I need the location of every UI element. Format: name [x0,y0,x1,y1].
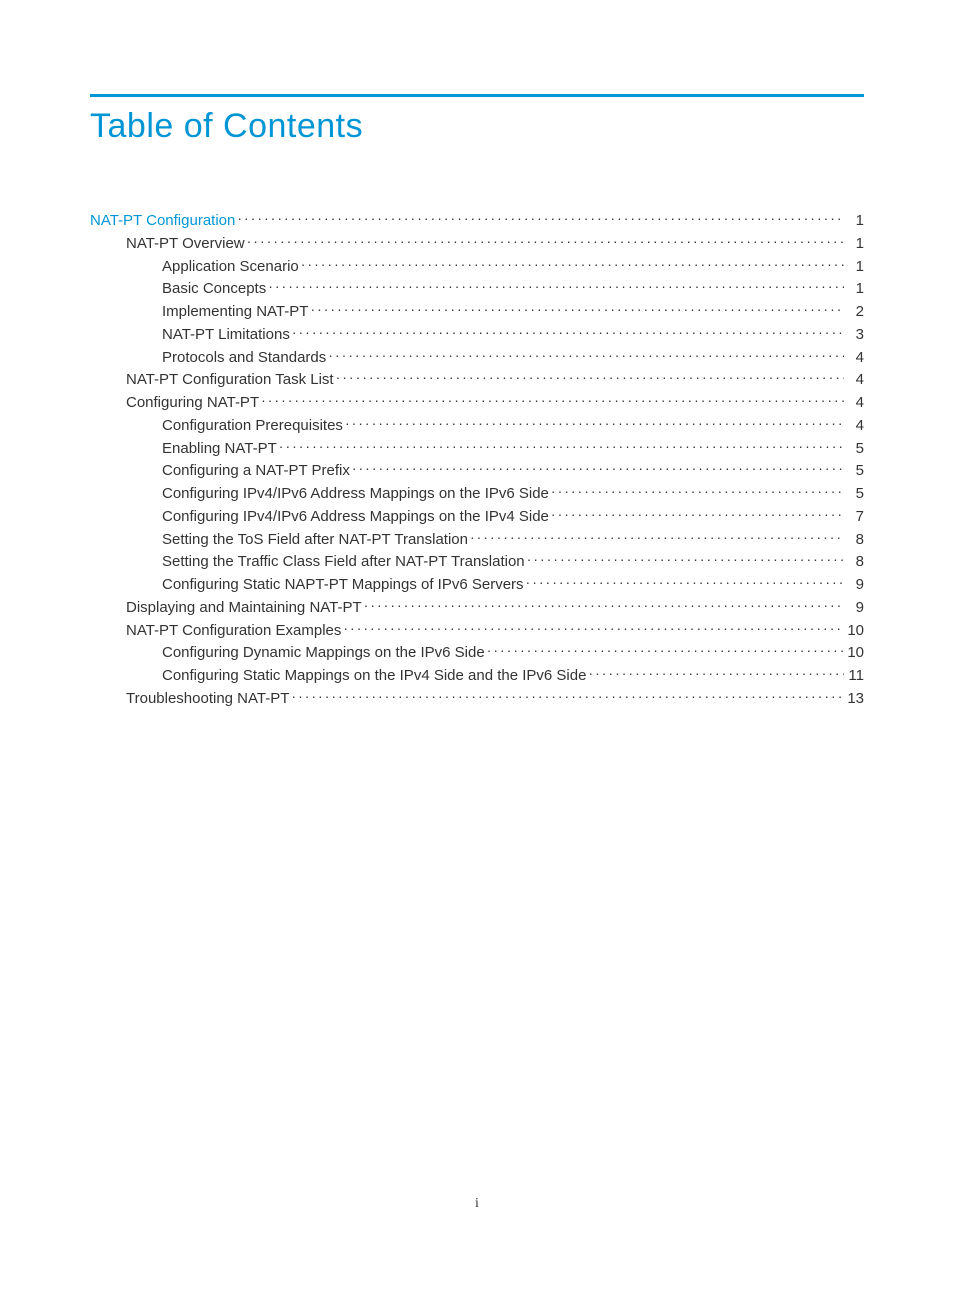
toc-entry-label: Configuring Dynamic Mappings on the IPv6… [162,642,485,664]
toc-entry-label: Configuring NAT-PT [126,392,259,414]
toc-entry-label: Setting the ToS Field after NAT-PT Trans… [162,529,468,551]
toc-row: Configuring Dynamic Mappings on the IPv6… [90,642,864,664]
toc-row: Configuring Static NAPT-PT Mappings of I… [90,574,864,596]
toc-entry-page: 13 [846,688,864,710]
toc-leader-dots [237,210,844,225]
toc-row: Configuring NAT-PT 4 [90,392,864,414]
toc-entry-label: Displaying and Maintaining NAT-PT [126,597,362,619]
toc-leader-dots [364,597,844,612]
toc-leader-dots [526,574,844,589]
toc-leader-dots [345,415,844,430]
toc-entry-page: 4 [846,415,864,437]
toc-entry-page: 8 [846,529,864,551]
toc-row: NAT-PT Overview 1 [90,233,864,255]
toc-leader-dots [292,324,844,339]
toc-entry-page: 5 [846,460,864,482]
toc-entry-page: 2 [846,301,864,323]
toc-entry-label: Enabling NAT-PT [162,438,277,460]
toc-leader-dots [247,233,844,248]
toc-entry-label: Configuring IPv4/IPv6 Address Mappings o… [162,506,549,528]
toc-leader-dots [470,529,844,544]
toc-leader-dots [268,278,844,293]
toc-row: Protocols and Standards 4 [90,347,864,369]
toc-leader-dots [551,483,844,498]
toc-entry-label: Implementing NAT-PT [162,301,308,323]
toc-entry-label: Configuring Static NAPT-PT Mappings of I… [162,574,524,596]
toc-entry-label: Protocols and Standards [162,347,326,369]
document-page: Table of Contents NAT-PT Configuration1N… [0,0,954,1294]
toc-entry-page: 9 [846,574,864,596]
toc-entry-page: 4 [846,369,864,391]
toc-entry-label[interactable]: NAT-PT Configuration [90,210,235,232]
toc-leader-dots [301,256,844,271]
toc-row: Setting the Traffic Class Field after NA… [90,551,864,573]
toc-entry-label: NAT-PT Configuration Examples [126,620,341,642]
toc-leader-dots [261,392,844,407]
toc-leader-dots [487,642,844,657]
toc-entry-page: 5 [846,483,864,505]
toc-entry-label: Setting the Traffic Class Field after NA… [162,551,525,573]
toc-entry-page: 3 [846,324,864,346]
toc-leader-dots [328,347,844,362]
toc-row: Configuring IPv4/IPv6 Address Mappings o… [90,506,864,528]
toc-row: NAT-PT Configuration Examples 10 [90,620,864,642]
toc-leader-dots [291,688,844,703]
toc-entry-page: 11 [846,665,864,687]
toc-entry-label: Configuration Prerequisites [162,415,343,437]
page-title: Table of Contents [90,107,864,146]
toc-leader-dots [352,460,844,475]
toc-row: Configuring IPv4/IPv6 Address Mappings o… [90,483,864,505]
toc-entry-label: Configuring a NAT-PT Prefix [162,460,350,482]
table-of-contents: NAT-PT Configuration1NAT-PT Overview1App… [90,210,864,710]
toc-entry-page: 1 [846,210,864,232]
toc-entry-page: 10 [846,642,864,664]
toc-leader-dots [279,438,844,453]
toc-entry-page: 7 [846,506,864,528]
toc-row: Basic Concepts 1 [90,278,864,300]
toc-row: Troubleshooting NAT-PT 13 [90,688,864,710]
toc-entry-page: 5 [846,438,864,460]
toc-row: Configuration Prerequisites 4 [90,415,864,437]
toc-entry-page: 1 [846,256,864,278]
toc-row: NAT-PT Limitations 3 [90,324,864,346]
toc-row: Enabling NAT-PT 5 [90,438,864,460]
toc-entry-label: NAT-PT Limitations [162,324,290,346]
toc-entry-label: Application Scenario [162,256,299,278]
toc-leader-dots [336,369,844,384]
toc-entry-page: 1 [846,233,864,255]
toc-row[interactable]: NAT-PT Configuration 1 [90,210,864,232]
toc-entry-label: NAT-PT Configuration Task List [126,369,334,391]
toc-entry-label: NAT-PT Overview [126,233,245,255]
toc-entry-label: Configuring Static Mappings on the IPv4 … [162,665,586,687]
toc-row: Setting the ToS Field after NAT-PT Trans… [90,529,864,551]
toc-entry-label: Troubleshooting NAT-PT [126,688,289,710]
toc-leader-dots [343,620,844,635]
toc-leader-dots [527,551,844,566]
toc-entry-page: 9 [846,597,864,619]
toc-leader-dots [310,301,844,316]
header-rule [90,94,864,97]
toc-row: Configuring Static Mappings on the IPv4 … [90,665,864,687]
toc-row: Application Scenario 1 [90,256,864,278]
footer-page-number: i [0,1196,954,1212]
toc-entry-label: Configuring IPv4/IPv6 Address Mappings o… [162,483,549,505]
toc-row: Displaying and Maintaining NAT-PT 9 [90,597,864,619]
toc-row: Implementing NAT-PT 2 [90,301,864,323]
toc-entry-page: 4 [846,392,864,414]
toc-leader-dots [551,506,844,521]
toc-entry-label: Basic Concepts [162,278,266,300]
toc-entry-page: 4 [846,347,864,369]
toc-entry-page: 8 [846,551,864,573]
toc-row: Configuring a NAT-PT Prefix 5 [90,460,864,482]
toc-row: NAT-PT Configuration Task List 4 [90,369,864,391]
toc-entry-page: 1 [846,278,864,300]
toc-entry-page: 10 [846,620,864,642]
toc-leader-dots [588,665,844,680]
